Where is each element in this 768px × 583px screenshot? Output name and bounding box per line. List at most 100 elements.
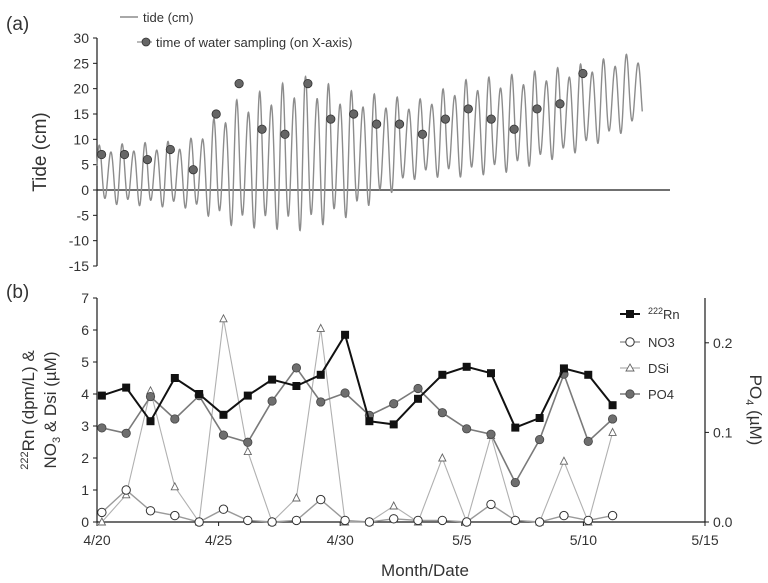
point-222rn (584, 370, 593, 379)
y2label-sub4: 4 (743, 399, 755, 405)
point-po4 (607, 414, 618, 424)
sampling-point (578, 68, 588, 79)
panel-b-y-axis-label-line2: NO3 & Dsi (µM) (41, 352, 63, 469)
point-no3 (607, 510, 618, 521)
point-222rn (195, 390, 204, 398)
sampling-point (303, 79, 313, 89)
a-y-tick-label: -5 (77, 207, 90, 223)
legend-rn-text: Rn (663, 307, 680, 322)
point-po4 (583, 436, 593, 446)
ylabel-no: NO (41, 443, 60, 469)
point-po4 (340, 388, 350, 398)
point-no3 (437, 515, 448, 526)
ylabel-rn: Rn (dpm/L) & (19, 350, 38, 452)
point-no3 (194, 517, 204, 527)
point-dsi (219, 313, 228, 323)
point-po4 (462, 424, 472, 434)
series-line-no3 (101, 489, 613, 523)
sampling-point (440, 114, 450, 124)
point-222rn (122, 383, 131, 392)
panel-b-nutrient-chart: (b) 222Rn (dpm/L) & NO3 & Dsi (µM) PO4 (… (6, 282, 765, 580)
point-po4 (121, 428, 131, 438)
legend-rn-label: 222Rn (648, 306, 680, 322)
legend-rn-marker (626, 310, 634, 318)
point-222rn (146, 417, 155, 426)
b-x-tick-label: 5/10 (570, 532, 597, 548)
legend-sampling-label: time of water sampling (on X-axis) (156, 35, 353, 50)
b-y2-tick-label: 0.1 (713, 424, 733, 440)
point-po4 (510, 477, 520, 488)
panel-b-right-axis-label: PO4 (µM) (743, 375, 765, 446)
a-y-tick-label: 30 (73, 30, 89, 46)
point-222rn (389, 420, 398, 429)
point-222rn (511, 423, 520, 432)
sampling-point (96, 149, 107, 160)
sampling-point (417, 129, 428, 139)
sampling-point (188, 165, 198, 175)
point-no3 (510, 515, 521, 526)
panel-b-x-axis-label: Month/Date (381, 561, 469, 580)
b-y-tick-label: 0 (81, 514, 89, 530)
point-222rn (170, 374, 179, 382)
point-po4 (145, 391, 156, 402)
ylabel-rest: & Dsi (µM) (41, 352, 60, 437)
point-po4 (218, 430, 229, 440)
series-po4 (97, 363, 618, 488)
point-no3 (486, 499, 496, 510)
panel-a-y-axis: -15 -10 -5 0 5 10 15 20 25 30 (69, 30, 98, 274)
point-no3 (291, 515, 302, 526)
point-222rn (365, 417, 374, 426)
ylabel-superscript: 222 (19, 451, 31, 469)
point-dsi (170, 481, 180, 491)
point-dsi (97, 517, 107, 526)
b-y2-tick-label: 0.0 (713, 514, 733, 530)
panel-b-legend: 222Rn NO3 DSi PO4 (620, 306, 680, 402)
point-po4 (486, 429, 496, 439)
legend-no3-label: NO3 (648, 335, 675, 350)
a-y-tick-label: -15 (69, 258, 89, 274)
point-222rn (219, 410, 228, 419)
sampling-point (394, 119, 405, 129)
series-line-po4 (101, 366, 614, 485)
tide-line (96, 53, 643, 232)
point-dsi (438, 453, 447, 462)
b-x-tick-label: 5/5 (452, 532, 472, 548)
point-222rn (292, 382, 301, 390)
panel-b-label: (b) (6, 282, 29, 303)
point-no3 (559, 510, 569, 521)
point-po4 (437, 408, 447, 418)
sampling-point (349, 109, 359, 119)
point-po4 (535, 434, 545, 445)
point-dsi (316, 323, 326, 332)
b-y-tick-label: 5 (81, 354, 89, 370)
point-po4 (97, 423, 107, 433)
panel-b-y-axis-label: 222Rn (dpm/L) & (19, 350, 38, 470)
sampling-point (234, 79, 244, 89)
point-no3 (218, 504, 229, 514)
sampling-points (96, 68, 588, 175)
sampling-point (165, 144, 175, 155)
sampling-point (463, 104, 473, 114)
a-y-tick-label: 5 (81, 157, 89, 173)
sampling-point (119, 149, 130, 160)
point-no3 (170, 510, 180, 521)
point-222rn (268, 375, 277, 384)
y2label-po: PO (746, 375, 765, 400)
point-po4 (316, 397, 326, 407)
point-222rn (414, 394, 423, 403)
point-po4 (413, 383, 423, 394)
panel-b-left-y-axis: 0 1 2 3 4 5 6 7 (81, 290, 98, 530)
legend-sampling-marker (141, 37, 151, 47)
panel-a-legend: tide (cm) time of water sampling (on X-a… (120, 10, 353, 50)
panel-a-tide-chart: (a) Tide (cm) -15 -10 -5 0 5 10 15 20 25 30 tide … (6, 10, 670, 274)
ylabel-sub3: 3 (51, 437, 63, 443)
b-x-tick-label: 5/15 (691, 532, 718, 548)
point-222rn (341, 330, 350, 339)
point-222rn (97, 391, 106, 400)
point-222rn (243, 391, 252, 400)
b-y-tick-label: 6 (81, 322, 89, 338)
a-y-tick-label: -10 (69, 233, 89, 249)
panel-b-series (97, 313, 618, 527)
point-po4 (267, 396, 277, 406)
